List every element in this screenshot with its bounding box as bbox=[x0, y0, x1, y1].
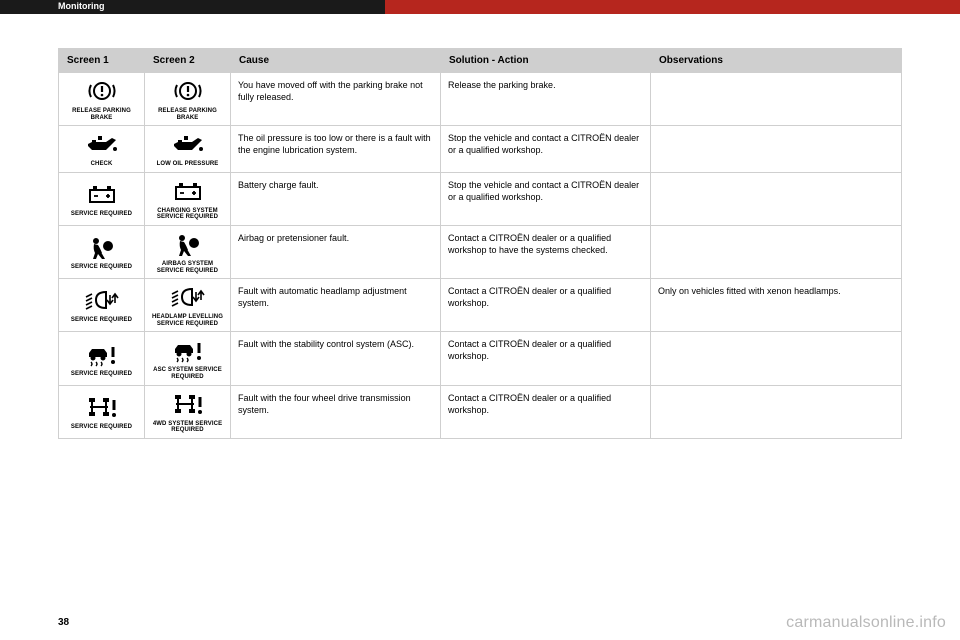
4wd-icon bbox=[82, 393, 122, 421]
battery-icon bbox=[82, 180, 122, 208]
screen-1-cell: CHECK bbox=[59, 126, 145, 173]
icon-label: RELEASE PARKING BRAKE bbox=[148, 108, 227, 121]
table-row: RELEASE PARKING BRAKE RELEASE PARKING BRA… bbox=[59, 73, 902, 126]
screen-1-cell: SERVICE REQUIRED bbox=[59, 172, 145, 225]
screen-1-cell: SERVICE REQUIRED bbox=[59, 279, 145, 332]
icon-label: SERVICE REQUIRED bbox=[71, 211, 132, 218]
solution-cell: Contact a CITROËN dealer or a qualified … bbox=[441, 279, 651, 332]
screen-1-cell: SERVICE REQUIRED bbox=[59, 332, 145, 385]
table-row: SERVICE REQUIRED AIRBAG SYSTEM SERVICE RE… bbox=[59, 225, 902, 278]
battery-icon bbox=[168, 177, 208, 205]
screen-1-cell: SERVICE REQUIRED bbox=[59, 385, 145, 438]
observations-cell bbox=[651, 225, 902, 278]
parking-brake-icon bbox=[168, 77, 208, 105]
icon-label: AIRBAG SYSTEM SERVICE REQUIRED bbox=[148, 261, 227, 274]
icon-label: HEADLAMP LEVELLING SERVICE REQUIRED bbox=[148, 314, 227, 327]
solution-cell: Release the parking brake. bbox=[441, 73, 651, 126]
col-header-screen1: Screen 1 bbox=[59, 49, 145, 73]
top-bar: Monitoring bbox=[0, 0, 960, 14]
oil-can-icon bbox=[168, 130, 208, 158]
observations-cell bbox=[651, 126, 902, 173]
icon-label: ASC SYSTEM SERVICE REQUIRED bbox=[148, 367, 227, 380]
icon-label: SERVICE REQUIRED bbox=[71, 264, 132, 271]
asc-icon bbox=[168, 336, 208, 364]
icon-label: CHARGING SYSTEM SERVICE REQUIRED bbox=[148, 208, 227, 221]
screen-1-cell: SERVICE REQUIRED bbox=[59, 225, 145, 278]
table-row: SERVICE REQUIRED CHARGING SYSTEM SERVICE … bbox=[59, 172, 902, 225]
top-bar-dark: Monitoring bbox=[0, 0, 385, 14]
headlamp-icon bbox=[168, 283, 208, 311]
col-header-solution: Solution - Action bbox=[441, 49, 651, 73]
4wd-icon bbox=[168, 390, 208, 418]
warning-table: Screen 1 Screen 2 Cause Solution - Actio… bbox=[58, 48, 902, 439]
parking-brake-icon bbox=[82, 77, 122, 105]
icon-label: SERVICE REQUIRED bbox=[71, 317, 132, 324]
screen-2-cell: CHARGING SYSTEM SERVICE REQUIRED bbox=[145, 172, 231, 225]
airbag-icon bbox=[168, 230, 208, 258]
col-header-observations: Observations bbox=[651, 49, 902, 73]
table-row: SERVICE REQUIRED ASC SYSTEM SERVICE REQUI… bbox=[59, 332, 902, 385]
screen-2-cell: HEADLAMP LEVELLING SERVICE REQUIRED bbox=[145, 279, 231, 332]
table-header-row: Screen 1 Screen 2 Cause Solution - Actio… bbox=[59, 49, 902, 73]
table-row: SERVICE REQUIRED HEADLAMP LEVELLING SERVI… bbox=[59, 279, 902, 332]
cause-cell: Fault with the four wheel drive transmis… bbox=[231, 385, 441, 438]
icon-label: RELEASE PARKING BRAKE bbox=[62, 108, 141, 121]
screen-2-cell: ASC SYSTEM SERVICE REQUIRED bbox=[145, 332, 231, 385]
screen-2-cell: RELEASE PARKING BRAKE bbox=[145, 73, 231, 126]
solution-cell: Contact a CITROËN dealer or a qualified … bbox=[441, 385, 651, 438]
col-header-screen2: Screen 2 bbox=[145, 49, 231, 73]
solution-cell: Stop the vehicle and contact a CITROËN d… bbox=[441, 126, 651, 173]
screen-2-cell: LOW OIL PRESSURE bbox=[145, 126, 231, 173]
icon-label: 4WD SYSTEM SERVICE REQUIRED bbox=[148, 421, 227, 434]
observations-cell bbox=[651, 385, 902, 438]
cause-cell: Fault with the stability control system … bbox=[231, 332, 441, 385]
observations-cell bbox=[651, 172, 902, 225]
section-title: Monitoring bbox=[58, 1, 105, 11]
solution-cell: Contact a CITROËN dealer or a qualified … bbox=[441, 225, 651, 278]
screen-2-cell: 4WD SYSTEM SERVICE REQUIRED bbox=[145, 385, 231, 438]
observations-cell bbox=[651, 73, 902, 126]
table-row: CHECK LOW OIL PRESSURE The oil pressure is… bbox=[59, 126, 902, 173]
cause-cell: Battery charge fault. bbox=[231, 172, 441, 225]
top-bar-red bbox=[385, 0, 960, 14]
asc-icon bbox=[82, 340, 122, 368]
cause-cell: Airbag or pretensioner fault. bbox=[231, 225, 441, 278]
table-row: SERVICE REQUIRED 4WD SYSTEM SERVICE REQUI… bbox=[59, 385, 902, 438]
observations-cell: Only on vehicles fitted with xenon headl… bbox=[651, 279, 902, 332]
cause-cell: Fault with automatic headlamp adjustment… bbox=[231, 279, 441, 332]
airbag-icon bbox=[82, 233, 122, 261]
col-header-cause: Cause bbox=[231, 49, 441, 73]
icon-label: SERVICE REQUIRED bbox=[71, 424, 132, 431]
headlamp-icon bbox=[82, 286, 122, 314]
oil-can-icon bbox=[82, 130, 122, 158]
screen-1-cell: RELEASE PARKING BRAKE bbox=[59, 73, 145, 126]
icon-label: LOW OIL PRESSURE bbox=[157, 161, 219, 168]
icon-label: CHECK bbox=[91, 161, 113, 168]
solution-cell: Stop the vehicle and contact a CITROËN d… bbox=[441, 172, 651, 225]
icon-label: SERVICE REQUIRED bbox=[71, 371, 132, 378]
cause-cell: You have moved off with the parking brak… bbox=[231, 73, 441, 126]
page-content: Screen 1 Screen 2 Cause Solution - Actio… bbox=[0, 14, 960, 439]
watermark: carmanualsonline.info bbox=[786, 614, 946, 632]
screen-2-cell: AIRBAG SYSTEM SERVICE REQUIRED bbox=[145, 225, 231, 278]
page-number: 38 bbox=[58, 617, 69, 628]
cause-cell: The oil pressure is too low or there is … bbox=[231, 126, 441, 173]
observations-cell bbox=[651, 332, 902, 385]
solution-cell: Contact a CITROËN dealer or a qualified … bbox=[441, 332, 651, 385]
